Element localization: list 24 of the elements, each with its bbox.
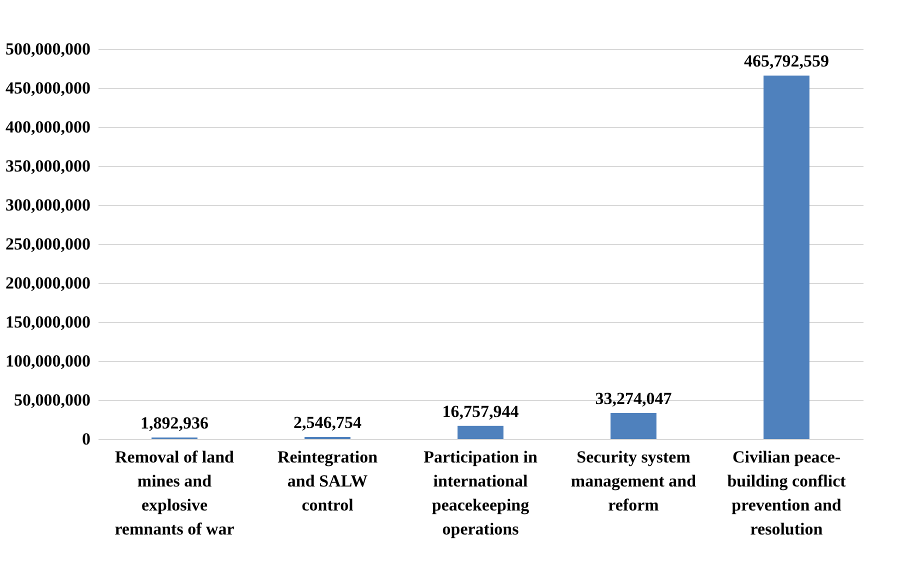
- y-tick-label: 350,000,000: [6, 156, 90, 176]
- y-tick-label: 200,000,000: [6, 274, 90, 292]
- y-tick-label: 400,000,000: [6, 118, 90, 136]
- y-tick-label: 250,000,000: [6, 234, 90, 254]
- bar: [764, 76, 810, 439]
- y-tick-label: 150,000,000: [6, 312, 90, 332]
- data-label: 1,892,936: [140, 414, 208, 433]
- data-label: 16,757,944: [442, 402, 520, 421]
- data-label: 33,274,047: [595, 389, 672, 408]
- y-tick-label: 100,000,000: [6, 352, 90, 370]
- bar: [610, 413, 656, 439]
- x-tick-label: Security system management and reform: [570, 448, 697, 514]
- data-label: 465,792,559: [744, 52, 829, 71]
- data-label: 2,546,754: [294, 413, 362, 432]
- x-tick-label: Reintegration and SALW control: [277, 448, 378, 514]
- x-tick-label: Removal of land mines and explosive remnants of war: [114, 448, 235, 538]
- y-tick-label: 0: [82, 430, 90, 448]
- bar: [458, 426, 504, 439]
- y-tick-label: 300,000,000: [6, 196, 90, 214]
- x-tick-label: Participation in international peacekeeping operations: [424, 448, 538, 538]
- y-tick-label: 450,000,000: [6, 78, 90, 98]
- y-tick-label: 50,000,000: [14, 390, 90, 410]
- y-tick-label: 500,000,000: [6, 40, 90, 58]
- x-tick-label: Civilian peace-building conflict prevention and resolution: [727, 448, 846, 538]
